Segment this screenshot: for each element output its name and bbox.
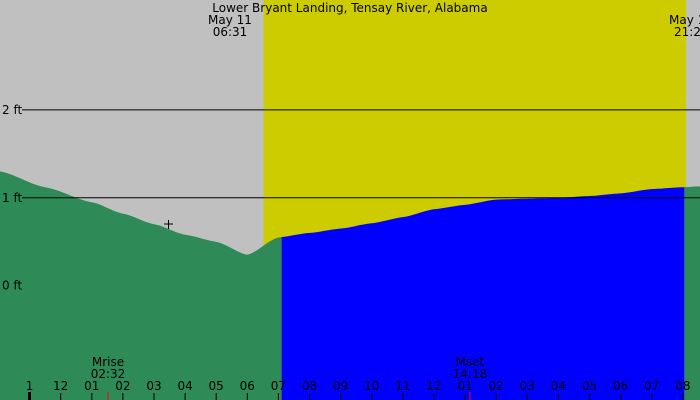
- x-tick-label: 07: [644, 379, 659, 393]
- x-tick-label: 05: [209, 379, 224, 393]
- y-axis-labels: 2 ft 1 ft 0 ft: [2, 103, 22, 293]
- sunset-date: May 1: [669, 13, 700, 27]
- sunrise-time: 06:31: [213, 25, 248, 39]
- x-tick-label: 1: [26, 379, 34, 393]
- x-tick-label: 03: [520, 379, 535, 393]
- x-tick-label: 07: [271, 379, 286, 393]
- x-tick-label: 11: [395, 379, 410, 393]
- x-tick-label: 06: [240, 379, 255, 393]
- y-tick-label: 1 ft: [2, 191, 22, 205]
- chart-title: Lower Bryant Landing, Tensay River, Alab…: [212, 1, 487, 15]
- x-tick-label: 01: [84, 379, 99, 393]
- x-tick-label: 06: [613, 379, 628, 393]
- x-tick-label: 02: [489, 379, 504, 393]
- moonset-time: 14:18: [453, 367, 488, 381]
- tide-area-night-late: [684, 186, 700, 400]
- y-tick-label: 0 ft: [2, 279, 22, 293]
- x-axis-ticks: [29, 393, 684, 400]
- x-tick-label: 02: [115, 379, 130, 393]
- x-axis-labels: 1 12 01 02 03 04 05 06 07 08 09 10 11 12 01 02 03 04 05 06 0…: [26, 379, 691, 393]
- tide-area-night-early: [0, 171, 282, 400]
- x-tick-label: 01: [457, 379, 472, 393]
- x-tick-label: 10: [364, 379, 379, 393]
- x-tick-label: 04: [177, 379, 192, 393]
- x-tick-label: 08: [675, 379, 690, 393]
- x-tick-label: 12: [426, 379, 441, 393]
- x-tick-label: 03: [146, 379, 161, 393]
- y-tick-label: 2 ft: [2, 103, 22, 117]
- moonrise-label: Mrise: [92, 355, 124, 369]
- x-tick-label: 09: [333, 379, 348, 393]
- x-tick-label: 12: [53, 379, 68, 393]
- sunset-time: 21:2: [674, 25, 700, 39]
- gridlines: [22, 109, 700, 199]
- sunrise-date: May 11: [208, 13, 252, 27]
- moonrise-time: 02:32: [91, 367, 126, 381]
- x-tick-label: 08: [302, 379, 317, 393]
- tide-area-day: [281, 187, 685, 400]
- cursor-crosshair: [164, 220, 173, 229]
- x-tick-label: 04: [551, 379, 566, 393]
- moonset-label: Mset: [456, 355, 485, 369]
- x-tick-label: 05: [582, 379, 597, 393]
